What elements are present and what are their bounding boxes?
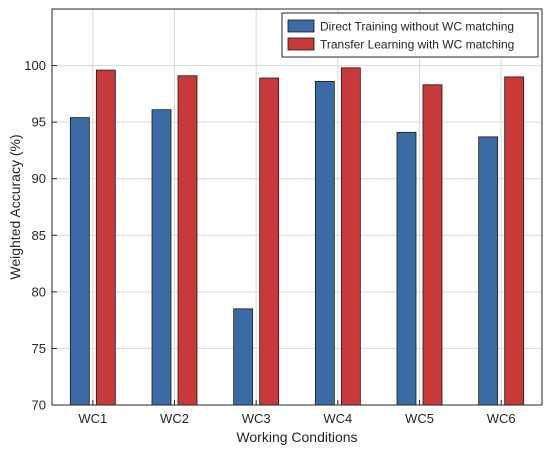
x-tick-label: WC4: [323, 411, 352, 426]
bar-transfer-learning-wc5: [423, 85, 442, 405]
y-tick-label: 100: [24, 58, 46, 73]
bar-direct-training-wc5: [397, 132, 416, 405]
bar-transfer-learning-wc3: [260, 78, 279, 405]
x-tick-label: WC3: [242, 411, 271, 426]
bar-transfer-learning-wc2: [178, 76, 197, 405]
y-tick-label: 95: [32, 115, 46, 130]
bar-direct-training-wc4: [315, 81, 334, 405]
x-tick-label: WC6: [487, 411, 516, 426]
legend-swatch: [288, 20, 314, 32]
x-axis-label: Working Conditions: [236, 429, 357, 445]
y-axis-label: Weighted Accuracy (%): [7, 134, 23, 279]
y-tick-label: 85: [32, 228, 46, 243]
x-tick-label: WC5: [405, 411, 434, 426]
bar-direct-training-wc1: [70, 118, 89, 405]
y-tick-label: 80: [32, 284, 46, 299]
bar-direct-training-wc3: [234, 309, 253, 405]
legend-swatch: [288, 38, 314, 50]
legend: Direct Training without WC matching Trans…: [282, 13, 538, 57]
plot-area: [52, 9, 542, 405]
bar-direct-training-wc6: [479, 137, 498, 405]
bar-transfer-learning-wc4: [341, 68, 360, 405]
legend-label: Direct Training without WC matching: [320, 20, 514, 34]
y-tick-label: 75: [32, 341, 46, 356]
legend-label: Transfer Learning with WC matching: [320, 38, 514, 52]
y-tick-label: 90: [32, 171, 46, 186]
bar-transfer-learning-wc6: [505, 77, 524, 405]
bar-transfer-learning-wc1: [96, 70, 115, 405]
bar-direct-training-wc2: [152, 110, 171, 405]
x-tick-label: WC1: [78, 411, 107, 426]
x-tick-label: WC2: [160, 411, 189, 426]
y-tick-label: 70: [32, 398, 46, 413]
